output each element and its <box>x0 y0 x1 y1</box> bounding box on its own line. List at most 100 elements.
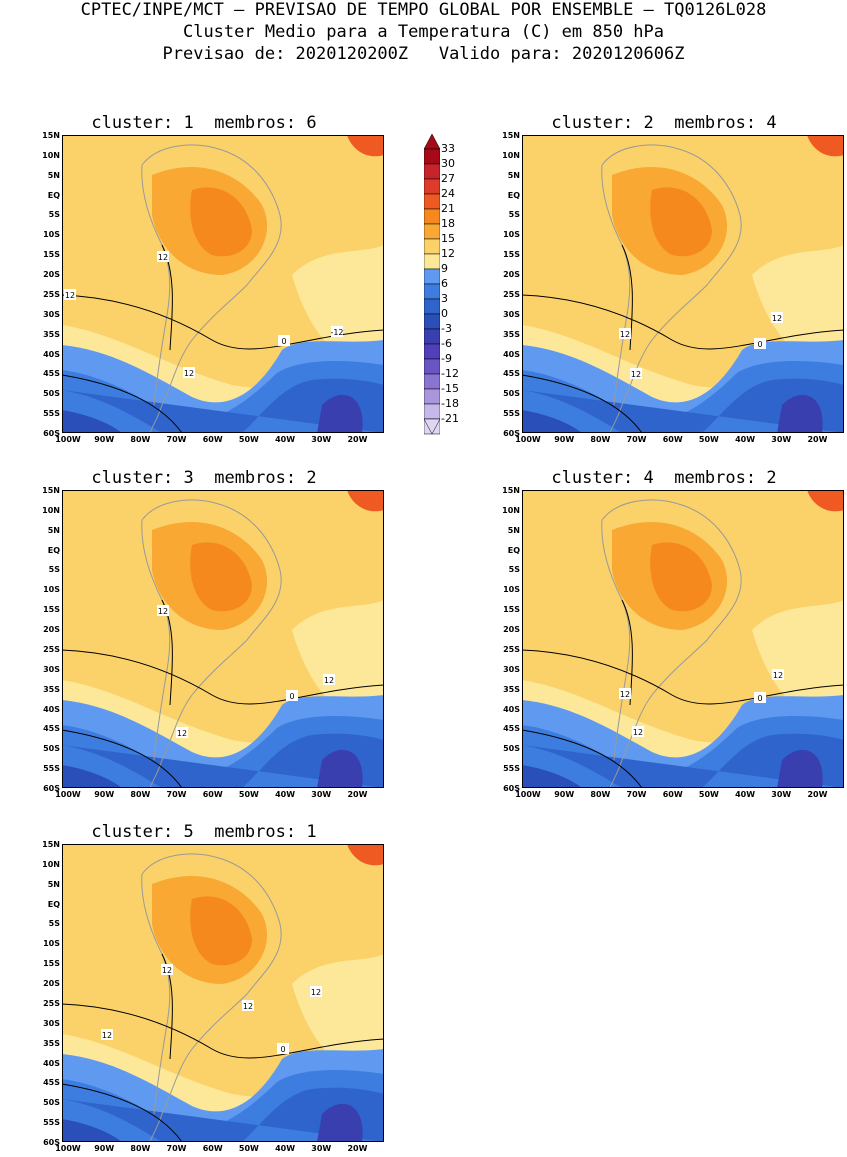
contour-label: 12 <box>771 312 783 323</box>
temperature-band <box>62 1087 384 1142</box>
lat-tick-label: EQ <box>47 545 60 555</box>
temperature-band <box>317 394 363 433</box>
contour-label: 12 <box>630 368 642 379</box>
lat-tick-label: 25S <box>43 998 60 1008</box>
svg-text:12: 12 <box>311 988 321 997</box>
lon-tick-label: 50W <box>238 1144 259 1153</box>
colorbar-swatch <box>424 373 440 390</box>
lon-tick-label: 90W <box>94 1144 115 1153</box>
colorbar-tick-label: 12 <box>441 247 455 260</box>
temperature-band <box>347 490 384 512</box>
colorbar-swatch <box>424 223 440 240</box>
contour-label: 12 <box>157 251 169 262</box>
lon-tick-label: 70W <box>626 790 647 799</box>
lat-tick-label: 40S <box>43 704 60 714</box>
temperature-band <box>650 542 712 612</box>
lat-tick-label: 15S <box>43 959 60 969</box>
colorbar-swatch <box>424 388 440 405</box>
lon-tick-label: 80W <box>130 435 151 444</box>
lon-tick-label: 100W <box>55 1144 81 1153</box>
lat-tick-label: 5S <box>48 565 60 575</box>
temperature-band <box>522 765 582 788</box>
temperature-band <box>522 378 844 433</box>
lat-tick-label: 60S <box>43 784 60 793</box>
contour-label: 0 <box>286 690 298 701</box>
lon-tick-label: 70W <box>166 1144 187 1153</box>
colorbar-tick-label: 21 <box>441 202 455 215</box>
lat-tick-label: 10N <box>502 150 520 160</box>
lat-tick-label: 30S <box>43 1018 60 1028</box>
lat-tick-label: 10S <box>503 585 520 595</box>
temperature-band <box>347 844 384 866</box>
lon-tick-label: 40W <box>275 1144 296 1153</box>
lat-tick-label: 15N <box>502 486 520 495</box>
lon-tick-label: 70W <box>626 435 647 444</box>
lon-tick-label: 60W <box>662 790 683 799</box>
lon-tick-label: 40W <box>275 435 296 444</box>
colorbar-tick-label: -9 <box>441 352 452 365</box>
temperature-map: 12 12 12 0 <box>62 490 384 788</box>
temperature-band <box>317 1103 363 1142</box>
temperature-band <box>752 245 844 367</box>
map-panel-cluster-4: cluster: 4 membros: 2 15N 10N 5N EQ 5S 10S 15S… <box>484 468 844 803</box>
lat-tick-label: 15N <box>42 486 60 495</box>
colorbar-tick-label: 33 <box>441 142 455 155</box>
contour-label: 0 <box>754 338 766 349</box>
colorbar-swatch <box>424 343 440 360</box>
lon-tick-label: 100W <box>55 435 81 444</box>
lon-tick-label: 40W <box>275 790 296 799</box>
lat-tick-label: 35S <box>503 329 520 339</box>
lon-tick-label: 80W <box>590 790 611 799</box>
lat-tick-label: 45S <box>43 1078 60 1088</box>
lon-tick-label: 20W <box>807 435 828 444</box>
svg-text:-12: -12 <box>330 328 343 337</box>
lat-tick-label: 15S <box>503 605 520 615</box>
colorbar-tick-label: 27 <box>441 172 455 185</box>
lat-tick-label: 10N <box>42 505 60 515</box>
svg-text:12: 12 <box>102 1031 112 1040</box>
temperature-band <box>62 765 122 788</box>
lon-tick-label: 60W <box>662 435 683 444</box>
lat-tick-label: 55S <box>43 764 60 774</box>
svg-text:12: 12 <box>243 1002 253 1011</box>
svg-text:12: 12 <box>158 607 168 616</box>
lat-tick-label: 40S <box>503 349 520 359</box>
lat-tick-label: 5S <box>508 565 520 575</box>
lat-tick-label: 10S <box>43 230 60 240</box>
contour-label: 12 <box>101 1029 113 1040</box>
lat-tick-label: 40S <box>43 349 60 359</box>
lat-tick-label: 50S <box>43 1098 60 1108</box>
contour-label: 12 <box>619 328 631 339</box>
lon-tick-label: 50W <box>238 790 259 799</box>
svg-text:12: 12 <box>177 729 187 738</box>
temperature-band <box>522 733 844 788</box>
colorbar-tick-label: 0 <box>441 307 448 320</box>
lat-tick-label: 60S <box>503 784 520 793</box>
lon-tick-label: 60W <box>202 1144 223 1153</box>
temperature-band <box>347 135 384 157</box>
lat-tick-label: 30S <box>503 664 520 674</box>
panel-title: cluster: 3 membros: 2 <box>91 468 317 488</box>
colorbar-swatch <box>424 208 440 225</box>
lat-tick-label: 35S <box>43 1038 60 1048</box>
lat-tick-label: 5N <box>47 879 60 889</box>
lat-tick-label: 10S <box>503 230 520 240</box>
contour-label: 12 <box>64 289 76 300</box>
lon-tick-label: 60W <box>202 790 223 799</box>
map-panel-cluster-3: cluster: 3 membros: 2 15N 10N 5N EQ 5S 10S 15S… <box>24 468 384 803</box>
contour-label: 12 <box>176 727 188 738</box>
temperature-band <box>62 733 384 788</box>
lat-tick-label: 20S <box>43 979 60 989</box>
lon-tick-label: 30W <box>311 1144 332 1153</box>
map-panel-cluster-1: cluster: 1 membros: 6 15N 10N 5N EQ 5S 10S 15S… <box>24 113 384 448</box>
lat-tick-label: 15S <box>503 250 520 260</box>
temperature-band <box>292 600 384 722</box>
svg-text:12: 12 <box>65 291 75 300</box>
temperature-band <box>292 245 384 367</box>
lat-tick-label: 5N <box>507 170 520 180</box>
colorbar-tick-label: -21 <box>441 412 459 425</box>
lat-tick-label: 35S <box>503 684 520 694</box>
lat-tick-label: 5N <box>47 170 60 180</box>
temperature-band <box>62 378 384 433</box>
lat-tick-label: 15N <box>42 840 60 849</box>
